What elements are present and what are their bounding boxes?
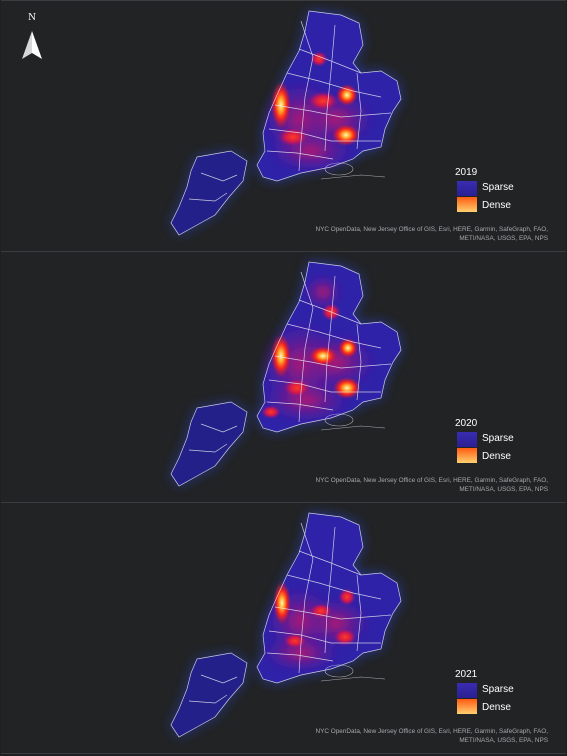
density-map <box>170 512 402 738</box>
hotspot-brooklyn <box>283 378 311 398</box>
north-letter: N <box>28 13 36 23</box>
density-map <box>170 10 402 236</box>
legend-swatch-sparse <box>457 432 477 447</box>
map-panel-2019: N 2019 Sparse Dense NYC OpenData, New Je… <box>1 0 566 252</box>
legend-swatch-sparse <box>457 181 477 196</box>
legend-label-dense: Dense <box>482 451 511 462</box>
hotspot-queens-east <box>338 338 358 358</box>
legend-label-sparse: Sparse <box>482 433 514 444</box>
hotspot-manhattan <box>273 581 291 625</box>
legend: 2020 Sparse Dense <box>455 418 525 468</box>
legend-label-dense: Dense <box>482 702 511 713</box>
north-arrow: N <box>19 13 45 65</box>
hotspot-bronx <box>309 346 337 366</box>
legend-swatch-dense <box>457 699 477 714</box>
hotspot-queens-south <box>333 628 357 646</box>
hotspot-queens-south <box>333 377 361 399</box>
map-attribution: NYC OpenData, New Jersey Office of GIS, … <box>315 477 548 493</box>
legend-year: 2021 <box>455 669 478 680</box>
hotspot-queens-south <box>332 124 360 146</box>
hotspot-manhattan <box>271 334 291 378</box>
hotspot-manhattan <box>271 81 291 129</box>
legend-label-sparse: Sparse <box>482 684 514 695</box>
legend-swatch-sparse <box>457 683 477 698</box>
hotspot-queens-east <box>338 588 356 606</box>
map-attribution: NYC OpenData, New Jersey Office of GIS, … <box>315 728 548 744</box>
density-map <box>170 261 402 487</box>
legend-label-dense: Dense <box>482 200 511 211</box>
legend: 2021 Sparse Dense <box>455 669 525 719</box>
map-panel-2020: 2020 Sparse Dense NYC OpenData, New Jers… <box>1 252 566 503</box>
legend-year: 2020 <box>455 418 478 429</box>
legend-label-sparse: Sparse <box>482 182 514 193</box>
north-arrow-icon <box>22 31 42 59</box>
legend-swatch-dense <box>457 448 477 463</box>
hotspot-queens-east <box>336 84 358 106</box>
legend-swatch-dense <box>457 197 477 212</box>
legend: 2019 Sparse Dense <box>455 167 525 217</box>
legend-year: 2019 <box>455 167 478 178</box>
map-panel-2021: 2021 Sparse Dense NYC OpenData, New Jers… <box>1 503 566 754</box>
map-attribution: NYC OpenData, New Jersey Office of GIS, … <box>315 226 548 242</box>
